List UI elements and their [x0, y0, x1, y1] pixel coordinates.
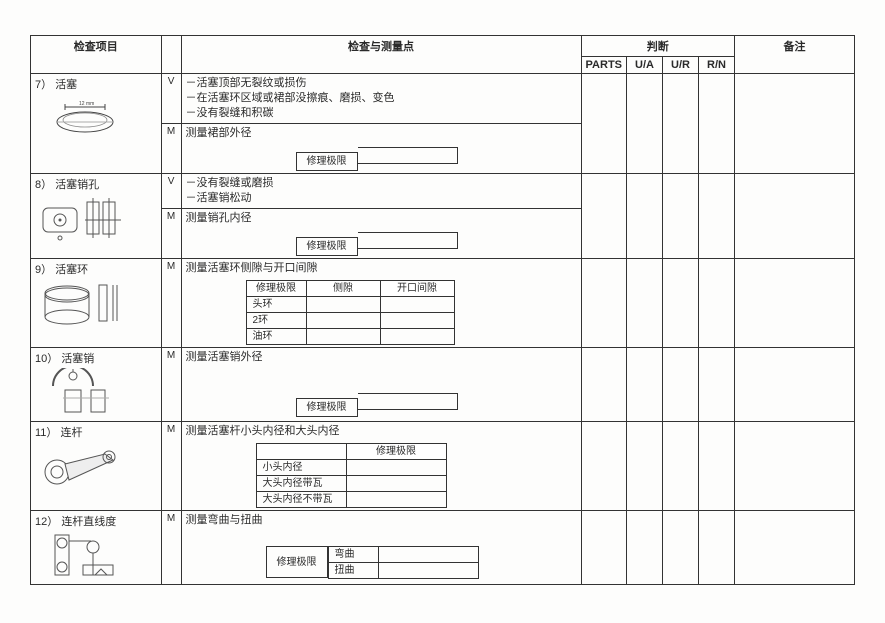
row12-h1: 弯曲 [328, 547, 378, 563]
header-judgement: 判断 [581, 36, 734, 57]
table-row: 12） 连杆直线度 M 测量弯曲与扭曲 修理极限 [31, 511, 855, 585]
piston-pin-hole-icon [35, 194, 135, 242]
row7-m-text: 测量裙部外径 [186, 127, 252, 139]
repair-limit-input[interactable] [358, 147, 458, 164]
row12-h2: 扭曲 [328, 563, 378, 579]
repair-limit-label: 修理极限 [266, 546, 328, 578]
row9-th2: 侧隙 [306, 281, 380, 297]
row7-m: M [161, 124, 181, 174]
inspection-table: 检查项目 检查与测量点 判断 备注 PARTS U/A U/R R/N 7） 活… [30, 35, 855, 585]
row11-r3: 大头内径不带瓦 [256, 492, 346, 508]
repair-limit-input[interactable] [358, 232, 458, 249]
row11-r1: 小头内径 [256, 460, 346, 476]
row10-m-text: 测量活塞销外径 [186, 351, 263, 363]
row7-v: V [161, 74, 181, 124]
header-parts: PARTS [581, 57, 626, 74]
repair-limit-label: 修理极限 [296, 398, 358, 417]
row9-th1: 修理极限 [246, 281, 306, 297]
row11-r2: 大头内径带瓦 [256, 476, 346, 492]
table-row: 11） 连杆 M 测量活塞杆小头内径和大头内径 修理极限 小头内径 大头内径带瓦… [31, 422, 855, 511]
row12-name: 连杆直线度 [61, 516, 116, 528]
header-rn: R/N [699, 57, 735, 74]
row11-name: 连杆 [60, 427, 82, 439]
row12-m-text: 测量弯曲与扭曲 [186, 514, 263, 526]
row11-no: 11） [35, 427, 57, 439]
table-row: 8） 活塞销孔 V －没有裂缝或磨损 －活塞销松动 [31, 174, 855, 209]
row10-m: M [161, 348, 181, 422]
repair-limit-label: 修理极限 [296, 152, 358, 171]
row8-v: V [161, 174, 181, 209]
row9-inner-table: 修理极限 侧隙 开口间隙 头环 2环 油环 [246, 280, 455, 345]
row12-inner-table: 弯曲 扭曲 [328, 546, 479, 579]
row11-m: M [161, 422, 181, 511]
row9-m-text: 测量活塞环侧隙与开口间隙 [186, 262, 318, 274]
row11-inner-table: 修理极限 小头内径 大头内径带瓦 大头内径不带瓦 [256, 443, 447, 508]
row11-m-text: 测量活塞杆小头内径和大头内径 [186, 425, 340, 437]
row9-r3: 油环 [246, 329, 306, 345]
row7-no: 7） [35, 79, 52, 91]
row7-name: 活塞 [55, 79, 77, 91]
row7-v-text: －活塞顶部无裂纹或损伤 －在活塞环区域或裙部没擦痕、磨损、变色 －没有裂缝和积碳 [181, 74, 581, 124]
row9-r1: 头环 [246, 297, 306, 313]
repair-limit-label: 修理极限 [296, 237, 358, 256]
header-remark: 备注 [735, 36, 855, 74]
row9-name: 活塞环 [55, 264, 88, 276]
row10-name: 活塞销 [61, 353, 94, 365]
svg-text:12 mm: 12 mm [79, 101, 94, 107]
row9-m: M [161, 259, 181, 348]
header-vm-spacer [161, 36, 181, 74]
row10-no: 10） [35, 353, 58, 365]
piston-ring-icon [35, 279, 135, 327]
rod-straightness-icon [35, 531, 135, 579]
header-checkpoint: 检查与测量点 [181, 36, 581, 74]
row8-m: M [161, 209, 181, 259]
table-row: 10） 活塞销 M 测量活塞销外径 修理极限 [31, 348, 855, 422]
repair-limit-input[interactable] [358, 393, 458, 410]
connecting-rod-icon [35, 442, 135, 490]
piston-pin-icon [35, 368, 135, 416]
row12-no: 12） [35, 516, 58, 528]
row9-no: 9） [35, 264, 52, 276]
piston-icon: 12 mm [35, 94, 135, 142]
row9-r2: 2环 [246, 313, 306, 329]
table-row: 7） 活塞 12 mm V －活塞顶部无裂纹或损伤 －在活塞环区域或裙部没擦痕、… [31, 74, 855, 124]
row8-name: 活塞销孔 [55, 179, 99, 191]
row12-m: M [161, 511, 181, 585]
row8-v-text: －没有裂缝或磨损 －活塞销松动 [181, 174, 581, 209]
header-ua: U/A [627, 57, 663, 74]
row8-no: 8） [35, 179, 52, 191]
row8-m-text: 测量销孔内径 [186, 212, 252, 224]
row9-th3: 开口间隙 [380, 281, 454, 297]
table-row: 9） 活塞环 M 测量活塞环侧隙与开口间隙 修理极限 [31, 259, 855, 348]
header-item: 检查项目 [31, 36, 162, 74]
row11-th1: 修理极限 [346, 444, 446, 460]
header-ur: U/R [663, 57, 699, 74]
